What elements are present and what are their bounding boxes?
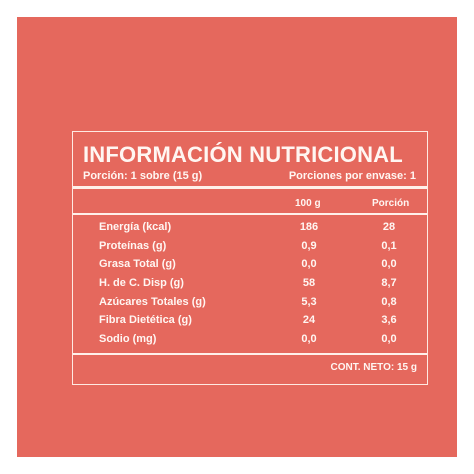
thick-divider: [73, 186, 427, 189]
table-row: Azúcares Totales (g) 5,3 0,8: [73, 296, 427, 315]
nutrient-name: Proteínas (g): [99, 239, 167, 252]
value-portion: 0,8: [381, 295, 397, 308]
net-content: CONT. NETO: 15 g: [330, 362, 418, 373]
table-row: H. de C. Disp (g) 58 8,7: [73, 277, 427, 296]
nutrient-name: Azúcares Totales (g): [99, 295, 206, 308]
value-100g: 5,3: [301, 295, 317, 308]
value-portion: 0,0: [381, 333, 397, 346]
nutrient-rows: Energía (kcal) 186 28 Proteínas (g) 0,9 …: [73, 221, 427, 352]
table-title: INFORMACIÓN NUTRICIONAL: [83, 142, 403, 167]
value-100g: 186: [299, 221, 319, 233]
value-portion: 8,7: [381, 277, 397, 290]
label-panel: INFORMACIÓN NUTRICIONAL Porción: 1 sobre…: [17, 17, 457, 457]
footer-divider: [73, 353, 427, 355]
value-100g: 0,0: [301, 333, 317, 346]
column-header-portion: Porción: [372, 198, 410, 209]
nutrient-name: Fibra Dietética (g): [99, 314, 192, 327]
value-portion: 28: [382, 221, 396, 233]
value-portion: 0,1: [381, 239, 397, 252]
table-row: Sodio (mg) 0,0 0,0: [73, 333, 427, 352]
value-100g: 58: [302, 277, 316, 290]
table-row: Grasa Total (g) 0,0 0,0: [73, 258, 427, 277]
table-row: Proteínas (g) 0,9 0,1: [73, 240, 427, 259]
header-divider: [73, 213, 427, 215]
nutrient-name: Grasa Total (g): [99, 258, 176, 271]
value-portion: 3,6: [381, 314, 397, 327]
table-row: Energía (kcal) 186 28: [73, 221, 427, 240]
value-100g: 24: [302, 314, 316, 327]
nutrient-name: Energía (kcal): [99, 221, 172, 233]
nutrient-name: H. de C. Disp (g): [99, 277, 184, 290]
value-100g: 0,9: [301, 239, 317, 252]
column-header-100g: 100 g: [295, 198, 321, 209]
nutrition-table: INFORMACIÓN NUTRICIONAL Porción: 1 sobre…: [72, 131, 428, 385]
portion-size: Porción: 1 sobre (15 g): [83, 170, 203, 182]
serving-info: Porción: 1 sobre (15 g) Porciones por en…: [83, 170, 416, 182]
table-row: Fibra Dietética (g) 24 3,6: [73, 314, 427, 333]
value-100g: 0,0: [301, 258, 317, 271]
value-portion: 0,0: [381, 258, 397, 271]
nutrient-name: Sodio (mg): [99, 333, 157, 346]
portions-per-pack: Porciones por envase: 1: [288, 170, 416, 182]
